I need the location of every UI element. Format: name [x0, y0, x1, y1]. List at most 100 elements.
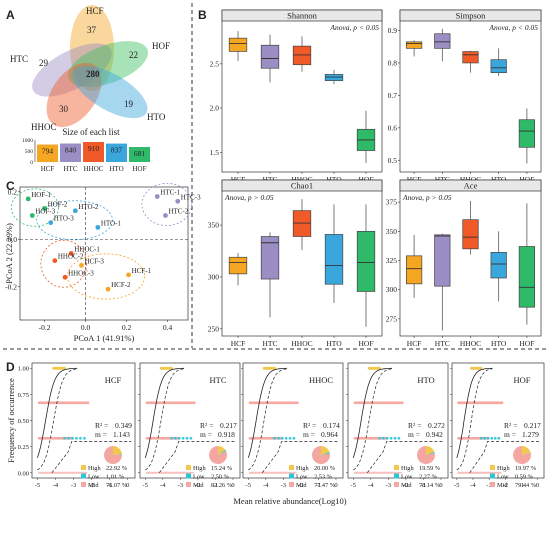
ncm-y-label: Frequency of occurrence: [6, 378, 16, 463]
boxplot-x-tick: HHOC: [291, 175, 312, 184]
ncm-point: [192, 401, 196, 405]
ncm-m-value: 1.143: [113, 430, 130, 439]
boxplot-box: [434, 234, 451, 287]
boxplot-box: [490, 251, 507, 279]
ncm-legend-swatch: [81, 482, 86, 487]
ncm-legend-label: High: [497, 465, 510, 472]
pcoa-x-tick: -0.2: [39, 323, 51, 332]
boxplot-box: [405, 41, 423, 49]
ncm-x-tick: -5: [351, 482, 356, 489]
ncm-point: [185, 436, 189, 440]
ncm-legend-value: 15.24 %: [211, 465, 233, 472]
boxplot-box: [292, 210, 312, 237]
boxplot-x-tick: HOF: [519, 339, 534, 348]
pcoa-y-label: PCoA 2 (22.29%): [4, 223, 14, 284]
ncm-legend-swatch: [394, 473, 399, 479]
ncm-x-tick: -3: [386, 482, 391, 489]
ncm-legend-value: 19.97 %: [515, 465, 537, 472]
ncm-legend-label: Mid: [193, 482, 204, 489]
size-bar-value: 681: [134, 149, 146, 158]
ncm-legend-value: 82.26 %: [211, 482, 233, 489]
boxplot-y-tick: 0.8: [388, 58, 398, 67]
pcoa-group-ellipse: [11, 188, 59, 227]
ncm-point: [389, 436, 393, 440]
pcoa-point-label: HCF-3: [84, 257, 104, 265]
ncm-point: [493, 436, 497, 440]
ncm-x-tick: -5: [143, 482, 148, 489]
boxplot-y-tick: 2.5: [210, 59, 220, 68]
size-bar: [83, 141, 104, 162]
ncm-legend-value: 2.50 %: [211, 474, 230, 481]
ncm-x-tick: 0: [126, 482, 129, 489]
ncm-fit-curve: [247, 367, 287, 459]
ncm-point: [284, 436, 288, 440]
ncm-x-tick: -4: [263, 482, 269, 489]
ncm-upper-bound: [145, 368, 184, 471]
venn-ellipse-hhoc: [46, 62, 102, 128]
pcoa-x-tick: 0.2: [122, 323, 132, 332]
ncm-legend-label: Mid: [401, 482, 412, 489]
pcoa-point: [62, 274, 68, 280]
panel-label-a: A: [6, 8, 15, 22]
pcoa-point-label: HHOC-2: [58, 253, 84, 261]
pcoa-point: [154, 194, 160, 199]
boxplot-x-tick: HCF: [231, 339, 246, 348]
ncm-x-tick: -1: [519, 482, 524, 489]
boxplot-x-tick: HCF: [407, 175, 422, 184]
boxplot-y-tick: 300: [208, 272, 220, 281]
boxplot-y-tick: 2.0: [210, 104, 220, 113]
ncm-point: [273, 366, 276, 370]
ncm-point: [294, 471, 297, 474]
ncm-legend-value: 78.14 %: [419, 482, 441, 489]
boxplot-box: [260, 44, 280, 69]
boxplot-x-tick: HTC: [435, 175, 450, 184]
ncm-x-label: Mean relative abundance(Log10): [233, 496, 346, 506]
boxplot-title: Simpson: [456, 11, 487, 21]
ncm-r2-label: R² =: [504, 421, 517, 430]
boxplot-x-tick: HOF: [358, 175, 373, 184]
ncm-lower-bound: [469, 441, 541, 473]
ncm-panel-title: HOF: [513, 375, 530, 385]
boxplot-x-tick: HHOC: [291, 339, 312, 348]
pcoa-point-label: HOF-2: [48, 200, 68, 208]
pcoa-point-label: HTO-3: [54, 215, 75, 223]
ncm-legend-swatch: [81, 473, 86, 479]
ncm-legend-swatch: [490, 465, 495, 470]
ncm-x-tick: -3: [178, 482, 183, 489]
ncm-legend-label: High: [296, 465, 309, 472]
boxplot-box: [434, 33, 451, 49]
ncm-m-label: m =: [200, 430, 212, 439]
ncm-pie-slice: [208, 446, 227, 465]
ncm-legend-swatch: [394, 482, 399, 487]
pcoa-x-label: PCoA 1 (41.91%): [74, 333, 135, 343]
pcoa-point: [105, 286, 111, 292]
ncm-x-tick: -2: [195, 482, 200, 489]
venn-count-hcf: 37: [87, 25, 97, 35]
boxplot-title: Shannon: [287, 11, 318, 21]
ncm-panel-title: HTO: [417, 375, 434, 385]
pcoa-x-tick: 0.0: [81, 323, 91, 332]
ncm-x-tick: -1: [107, 482, 112, 489]
ncm-legend-swatch: [186, 465, 191, 470]
boxplot-y-tick: 375: [386, 198, 398, 207]
ncm-x-tick: -4: [368, 482, 374, 489]
ncm-point: [67, 436, 70, 440]
ncm-fit-curve: [352, 367, 392, 459]
size-chart-y-tick: 0: [30, 160, 33, 166]
boxplot-frame: [399, 9, 542, 173]
ncm-legend-swatch: [490, 482, 495, 487]
size-bar-value: 840: [65, 146, 77, 155]
ncm-x-tick: 0: [536, 482, 539, 489]
ncm-point: [63, 436, 66, 440]
pcoa-y-tick: -0.2: [5, 282, 17, 291]
ncm-legend-swatch: [289, 473, 294, 479]
ncm-point: [479, 436, 483, 440]
ncm-x-tick: 0: [439, 482, 442, 489]
venn-diagram: HCF HTC HOF HHOC HTO 37 29 22 30 19 280: [10, 5, 170, 132]
ncm-point: [277, 436, 280, 440]
venn-count-hto: 19: [124, 99, 134, 109]
pcoa-point: [79, 262, 84, 268]
pcoa-frame: [19, 186, 189, 321]
boxplot-box: [228, 37, 248, 52]
